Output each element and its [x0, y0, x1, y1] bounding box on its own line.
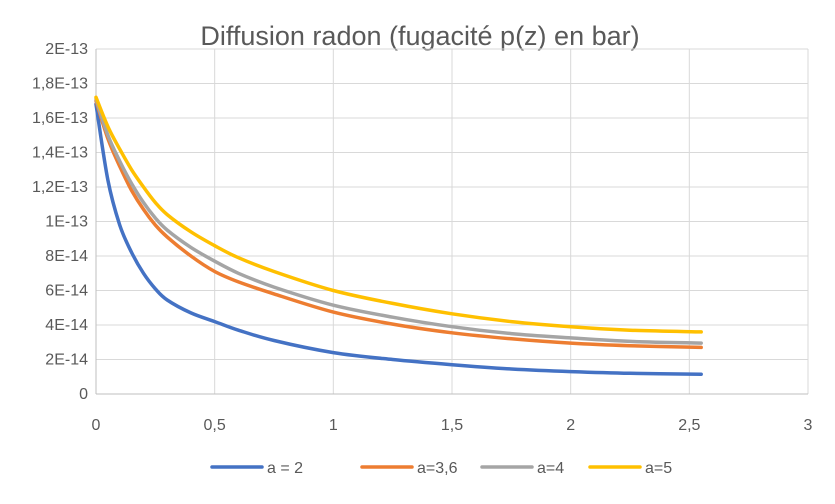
y-tick-label: 8E-14 — [45, 248, 88, 265]
x-tick-label: 2 — [566, 417, 575, 434]
y-tick-label: 1,2E-13 — [32, 179, 88, 196]
legend-item: a=4 — [480, 460, 564, 477]
x-tick-label: 1 — [329, 417, 338, 434]
legend-label: a=4 — [537, 460, 564, 477]
x-tick-label: 0,5 — [204, 417, 226, 434]
y-tick-label: 0 — [79, 386, 88, 403]
x-tick-label: 1,5 — [441, 417, 463, 434]
series-line-3 — [94, 95, 703, 334]
y-tick-label: 4E-14 — [45, 317, 88, 334]
axes: 0 2E-14 4E-14 6E-14 8E-14 1E-13 1,2E-13 1,4E-13… — [32, 41, 813, 434]
y-tick-label: 1,4E-13 — [32, 145, 88, 162]
legend-label: a = 2 — [267, 460, 303, 477]
x-tick-label: 3 — [804, 417, 813, 434]
x-tick-label: 0 — [92, 417, 101, 434]
legend-label: a=3,6 — [417, 460, 458, 477]
series-line-0 — [94, 102, 703, 376]
y-tick-label: 1,8E-13 — [32, 76, 88, 93]
y-tick-label: 6E-14 — [45, 283, 88, 300]
legend-label: a=5 — [645, 460, 672, 477]
legend: a = 2 a=3,6 a=4 a=5 — [210, 460, 672, 477]
legend-item: a=5 — [588, 460, 672, 477]
y-tick-label: 1E-13 — [45, 214, 88, 231]
chart-title: Diffusion radon (fugacité p(z) en bar) — [200, 21, 639, 51]
series-line-1 — [94, 99, 703, 350]
y-tick-label: 1,6E-13 — [32, 110, 88, 127]
legend-item: a = 2 — [210, 460, 303, 477]
series-line-2 — [94, 97, 703, 345]
series-lines — [94, 95, 703, 376]
x-tick-label: 2,5 — [678, 417, 700, 434]
legend-item: a=3,6 — [360, 460, 458, 477]
y-tick-label: 2E-13 — [45, 41, 88, 58]
y-tick-label: 2E-14 — [45, 352, 88, 369]
